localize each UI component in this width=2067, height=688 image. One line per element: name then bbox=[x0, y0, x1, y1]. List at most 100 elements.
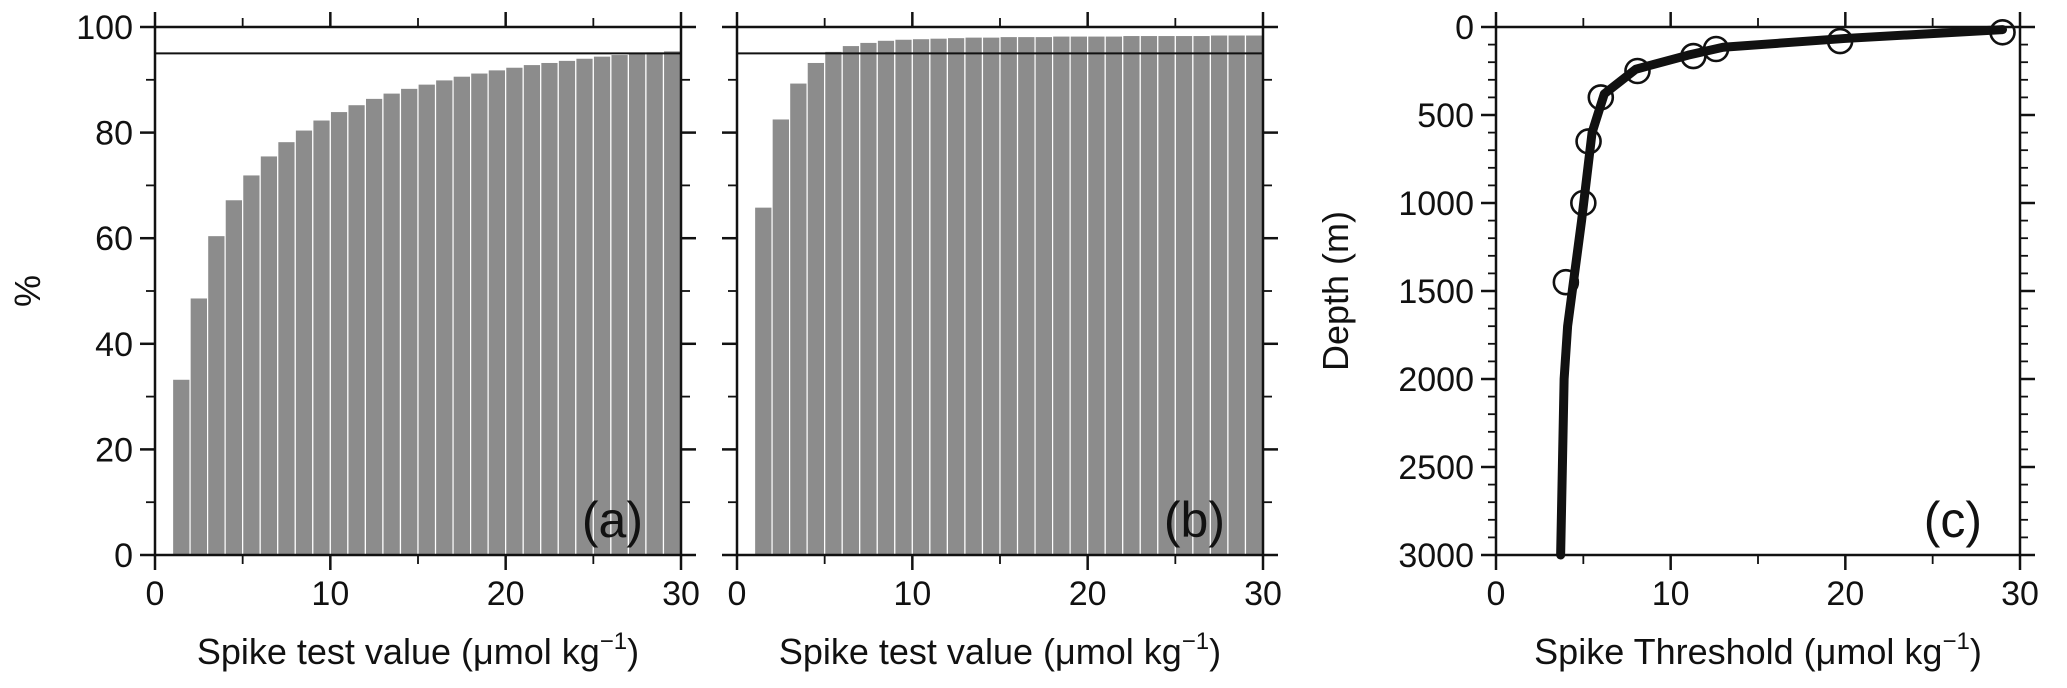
panel-b-ticks bbox=[722, 12, 1278, 570]
bar bbox=[1192, 34, 1212, 556]
bar bbox=[841, 44, 861, 556]
bar bbox=[1244, 34, 1264, 556]
bar bbox=[277, 140, 296, 556]
bar bbox=[224, 199, 244, 556]
observation-point bbox=[1575, 128, 1602, 155]
observation-point bbox=[1989, 18, 2016, 46]
bar bbox=[259, 155, 279, 556]
observation-point bbox=[1552, 268, 1580, 296]
bar bbox=[540, 61, 559, 556]
bar bbox=[417, 83, 437, 556]
bar bbox=[645, 51, 665, 556]
bar bbox=[207, 234, 226, 556]
bar bbox=[999, 35, 1019, 556]
panel-c-x-axis-label: Spike Threshold (μmol kg−1) bbox=[1534, 628, 1982, 672]
x-tick-label: 30 bbox=[1244, 575, 1282, 613]
x-tick-label: 20 bbox=[1826, 575, 1864, 613]
bar bbox=[894, 38, 913, 556]
x-tick-label: 0 bbox=[1487, 575, 1506, 613]
x-tick-label: 10 bbox=[1652, 575, 1690, 613]
panel-a-x-tick-labels: 0 10 20 30 bbox=[146, 575, 700, 613]
observation-point bbox=[1624, 57, 1651, 85]
observation-point bbox=[1826, 27, 1854, 55]
bar bbox=[1139, 34, 1159, 556]
y-tick-label: 0 bbox=[1455, 9, 1474, 47]
bar bbox=[771, 118, 791, 556]
bar bbox=[575, 57, 594, 556]
y-tick-label: 0 bbox=[114, 537, 133, 575]
x-tick-label: 10 bbox=[893, 575, 931, 613]
bar bbox=[876, 39, 896, 556]
panel-c-ticks bbox=[1481, 12, 2035, 570]
y-tick-label: 2500 bbox=[1398, 449, 1474, 487]
bar bbox=[294, 129, 314, 556]
bar bbox=[1051, 35, 1071, 556]
bar bbox=[964, 36, 984, 556]
bar bbox=[557, 59, 577, 556]
bar bbox=[859, 41, 878, 556]
bar bbox=[171, 378, 191, 556]
panel-b-label: (b) bbox=[1164, 492, 1225, 548]
y-tick-label: 20 bbox=[95, 431, 133, 469]
bar bbox=[522, 63, 542, 556]
bar bbox=[1087, 35, 1106, 556]
bar bbox=[312, 119, 331, 556]
y-tick-label: 40 bbox=[95, 326, 133, 364]
x-tick-label: 0 bbox=[146, 575, 165, 613]
bar bbox=[1174, 34, 1194, 556]
bar bbox=[1104, 35, 1124, 556]
bar bbox=[946, 36, 966, 556]
bar bbox=[662, 50, 682, 556]
x-tick-label: 30 bbox=[662, 575, 700, 613]
bar bbox=[382, 92, 402, 556]
panel-b-chart: 0 10 20 30 Spike test value (μmol kg−1) (b) bbox=[722, 12, 1282, 672]
bar bbox=[627, 52, 647, 556]
y-tick-label: 100 bbox=[76, 9, 133, 47]
panel-c-x-tick-labels: 0 10 20 30 bbox=[1487, 575, 2039, 613]
bar bbox=[1157, 34, 1176, 556]
bar bbox=[1209, 34, 1229, 556]
bar bbox=[452, 75, 472, 556]
y-tick-label: 2000 bbox=[1398, 361, 1474, 399]
y-tick-label: 1000 bbox=[1398, 185, 1474, 223]
bar bbox=[929, 37, 948, 556]
bar bbox=[364, 97, 384, 556]
panel-c-chart: 0 10 20 30 0 500 1000 1500 2000 2500 3000 Spike T… bbox=[1315, 9, 2039, 672]
bar bbox=[753, 206, 773, 556]
bar bbox=[592, 55, 612, 556]
panel-a-y-axis-label: % bbox=[7, 275, 48, 307]
panel-c-y-axis-label: Depth (m) bbox=[1315, 211, 1356, 371]
panel-c-label: (c) bbox=[1924, 492, 1982, 548]
y-tick-label: 3000 bbox=[1398, 537, 1474, 575]
x-tick-label: 10 bbox=[311, 575, 349, 613]
bar bbox=[1122, 34, 1141, 556]
panel-a-reference-lines bbox=[155, 26, 681, 55]
panel-c-observation-markers bbox=[1552, 18, 2016, 296]
panel-a-x-axis-label: Spike test value (μmol kg−1) bbox=[197, 628, 639, 672]
panel-b-x-axis-label: Spike test value (μmol kg−1) bbox=[779, 628, 1221, 672]
panel-b-bars bbox=[753, 34, 1264, 556]
x-tick-label: 30 bbox=[2001, 575, 2039, 613]
bar bbox=[824, 50, 843, 556]
bar bbox=[1034, 35, 1054, 556]
panel-a-y-tick-labels: 0 20 40 60 80 100 bbox=[76, 9, 133, 575]
bar bbox=[470, 72, 489, 556]
bar bbox=[806, 61, 826, 556]
observation-point bbox=[1680, 42, 1707, 70]
x-tick-label: 0 bbox=[728, 575, 747, 613]
bar bbox=[610, 53, 629, 556]
bar bbox=[981, 36, 1001, 556]
panel-b-x-tick-labels: 0 10 20 30 bbox=[728, 575, 1282, 613]
bar bbox=[487, 69, 507, 556]
y-tick-label: 1500 bbox=[1398, 273, 1474, 311]
observation-point bbox=[1570, 189, 1597, 217]
x-tick-label: 20 bbox=[487, 575, 525, 613]
bar bbox=[329, 110, 349, 556]
bar bbox=[1016, 35, 1036, 556]
bar bbox=[434, 79, 454, 556]
bar bbox=[399, 87, 419, 556]
bar bbox=[911, 38, 931, 556]
panel-a-ticks bbox=[140, 12, 696, 570]
panel-a-bars bbox=[171, 50, 682, 556]
